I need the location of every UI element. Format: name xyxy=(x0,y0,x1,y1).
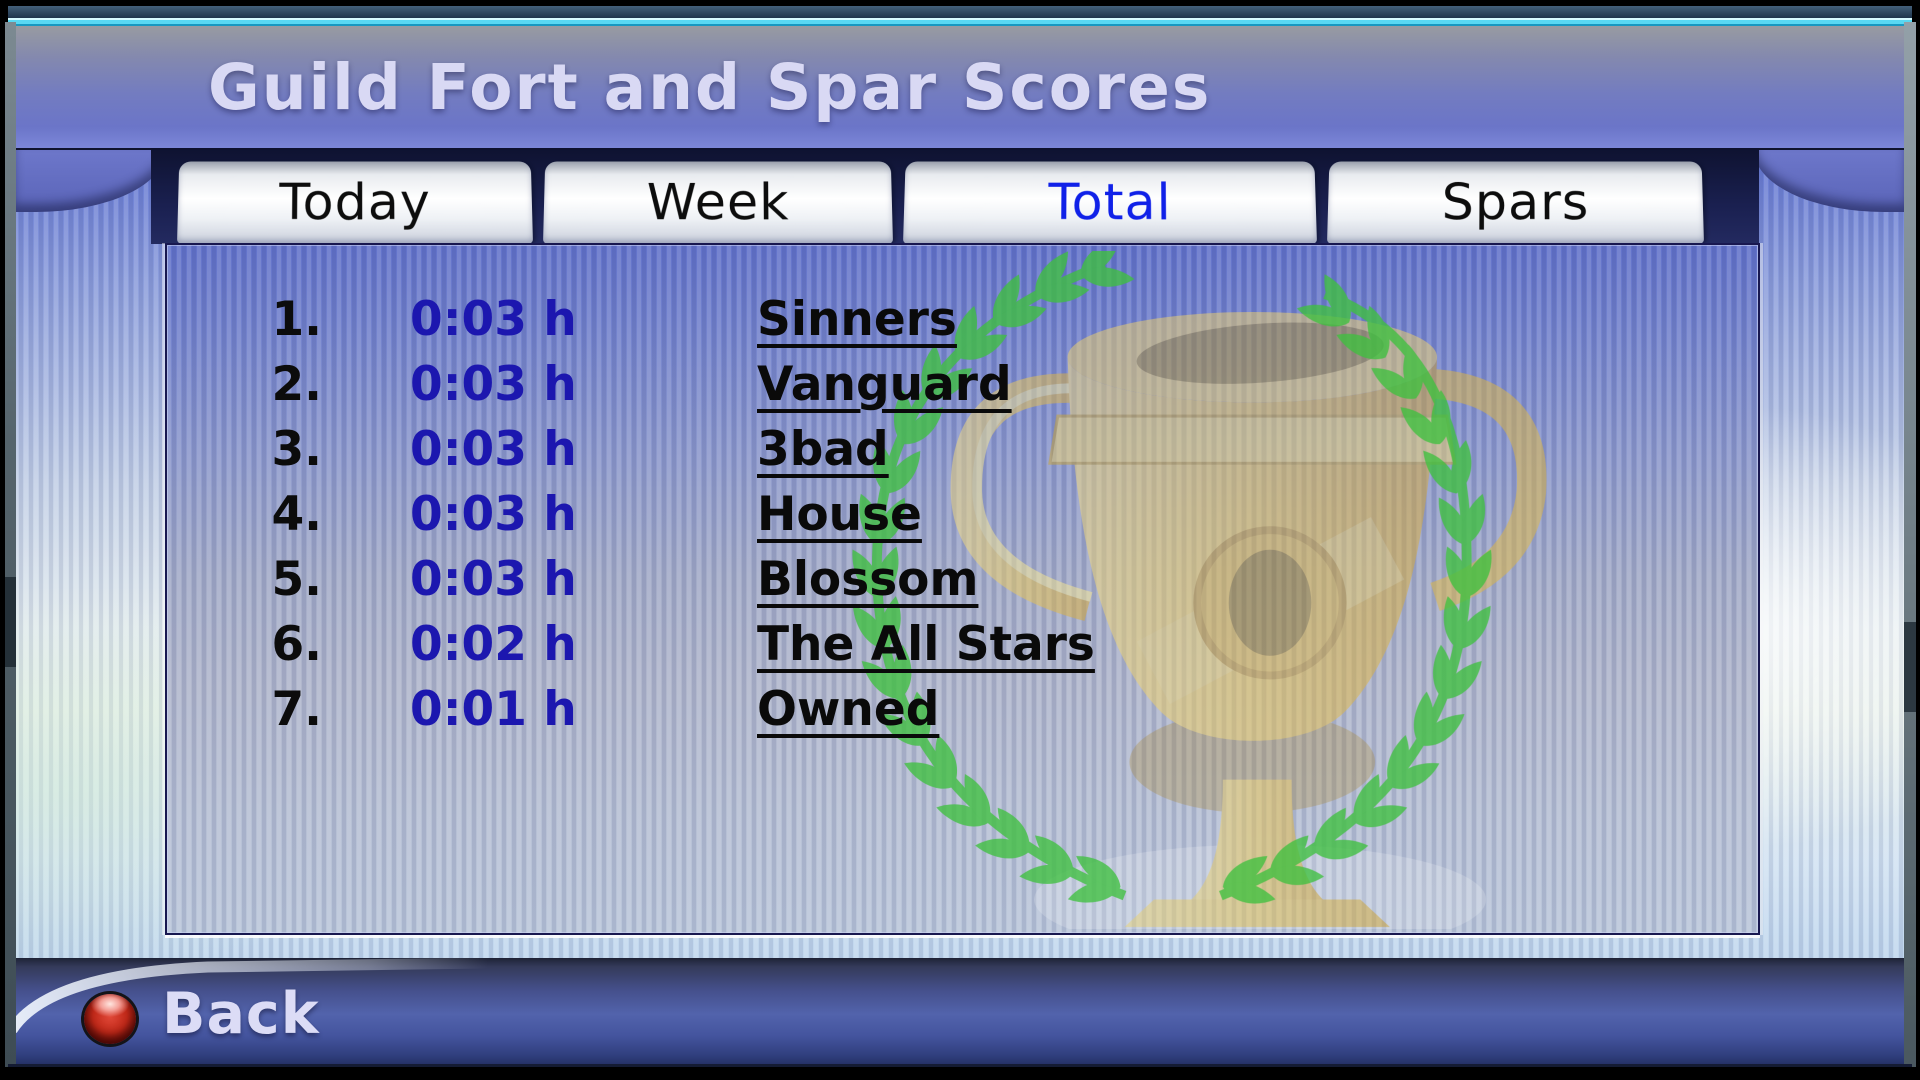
guild-name-link[interactable]: 3bad xyxy=(757,422,889,477)
gloss-swoosh xyxy=(8,958,488,1034)
tab-today-label: Today xyxy=(278,173,432,232)
score-row: 4. 0:03 h House xyxy=(167,482,1758,547)
tab-spars-label: Spars xyxy=(1441,173,1590,232)
score-row: 7. 0:01 h Owned xyxy=(167,677,1758,742)
rank-label: 2. xyxy=(271,357,322,412)
time-value: 0:03 h xyxy=(410,292,577,347)
time-value: 0:03 h xyxy=(410,552,577,607)
top-black-strip xyxy=(0,0,1920,8)
right-frame-edge xyxy=(1904,22,1916,1070)
top-dark-band xyxy=(8,6,1912,19)
tab-week-label: Week xyxy=(646,173,790,232)
rank-label: 4. xyxy=(271,487,322,542)
time-value: 0:03 h xyxy=(410,487,577,542)
score-row: 3. 0:03 h 3bad xyxy=(167,417,1758,482)
guild-name-link[interactable]: Blossom xyxy=(757,552,979,607)
back-button[interactable]: Back xyxy=(162,981,320,1047)
guild-name-link[interactable]: House xyxy=(757,487,922,542)
rank-label: 7. xyxy=(271,682,322,737)
rank-label: 1. xyxy=(271,292,322,347)
bottom-dark-line xyxy=(8,1064,1912,1068)
guild-name-link[interactable]: Sinners xyxy=(757,292,957,347)
red-orb-icon xyxy=(84,994,136,1044)
score-row: 6. 0:02 h The All Stars xyxy=(167,612,1758,677)
guild-name-link[interactable]: Owned xyxy=(757,682,940,737)
guild-name-link[interactable]: Vanguard xyxy=(757,357,1012,412)
tab-total-label: Total xyxy=(1048,173,1172,232)
rank-label: 5. xyxy=(271,552,322,607)
tab-spars[interactable]: Spars xyxy=(1327,161,1704,244)
score-row: 1. 0:03 h Sinners xyxy=(167,287,1758,352)
tab-week[interactable]: Week xyxy=(543,161,893,244)
bottom-black-strip xyxy=(0,1067,1920,1080)
page-title: Guild Fort and Spar Scores xyxy=(208,51,1212,124)
cyan-accent-line xyxy=(8,18,1912,26)
rank-label: 6. xyxy=(271,617,322,672)
time-value: 0:03 h xyxy=(410,357,577,412)
title-bar xyxy=(10,26,1910,149)
score-row: 2. 0:03 h Vanguard xyxy=(167,352,1758,417)
score-list: 1. 0:03 h Sinners 2. 0:03 h Vanguard 3. … xyxy=(167,287,1758,742)
left-frame-edge xyxy=(5,22,16,1070)
guild-name-link[interactable]: The All Stars xyxy=(757,617,1095,672)
rank-label: 3. xyxy=(271,422,322,477)
bottom-bar xyxy=(8,958,1912,1066)
time-value: 0:02 h xyxy=(410,617,577,672)
time-value: 0:03 h xyxy=(410,422,577,477)
scoreboard-panel: 1. 0:03 h Sinners 2. 0:03 h Vanguard 3. … xyxy=(165,230,1760,955)
score-row: 5. 0:03 h Blossom xyxy=(167,547,1758,612)
tab-total[interactable]: Total xyxy=(903,161,1317,244)
tab-today[interactable]: Today xyxy=(177,161,533,244)
time-value: 0:01 h xyxy=(410,682,577,737)
